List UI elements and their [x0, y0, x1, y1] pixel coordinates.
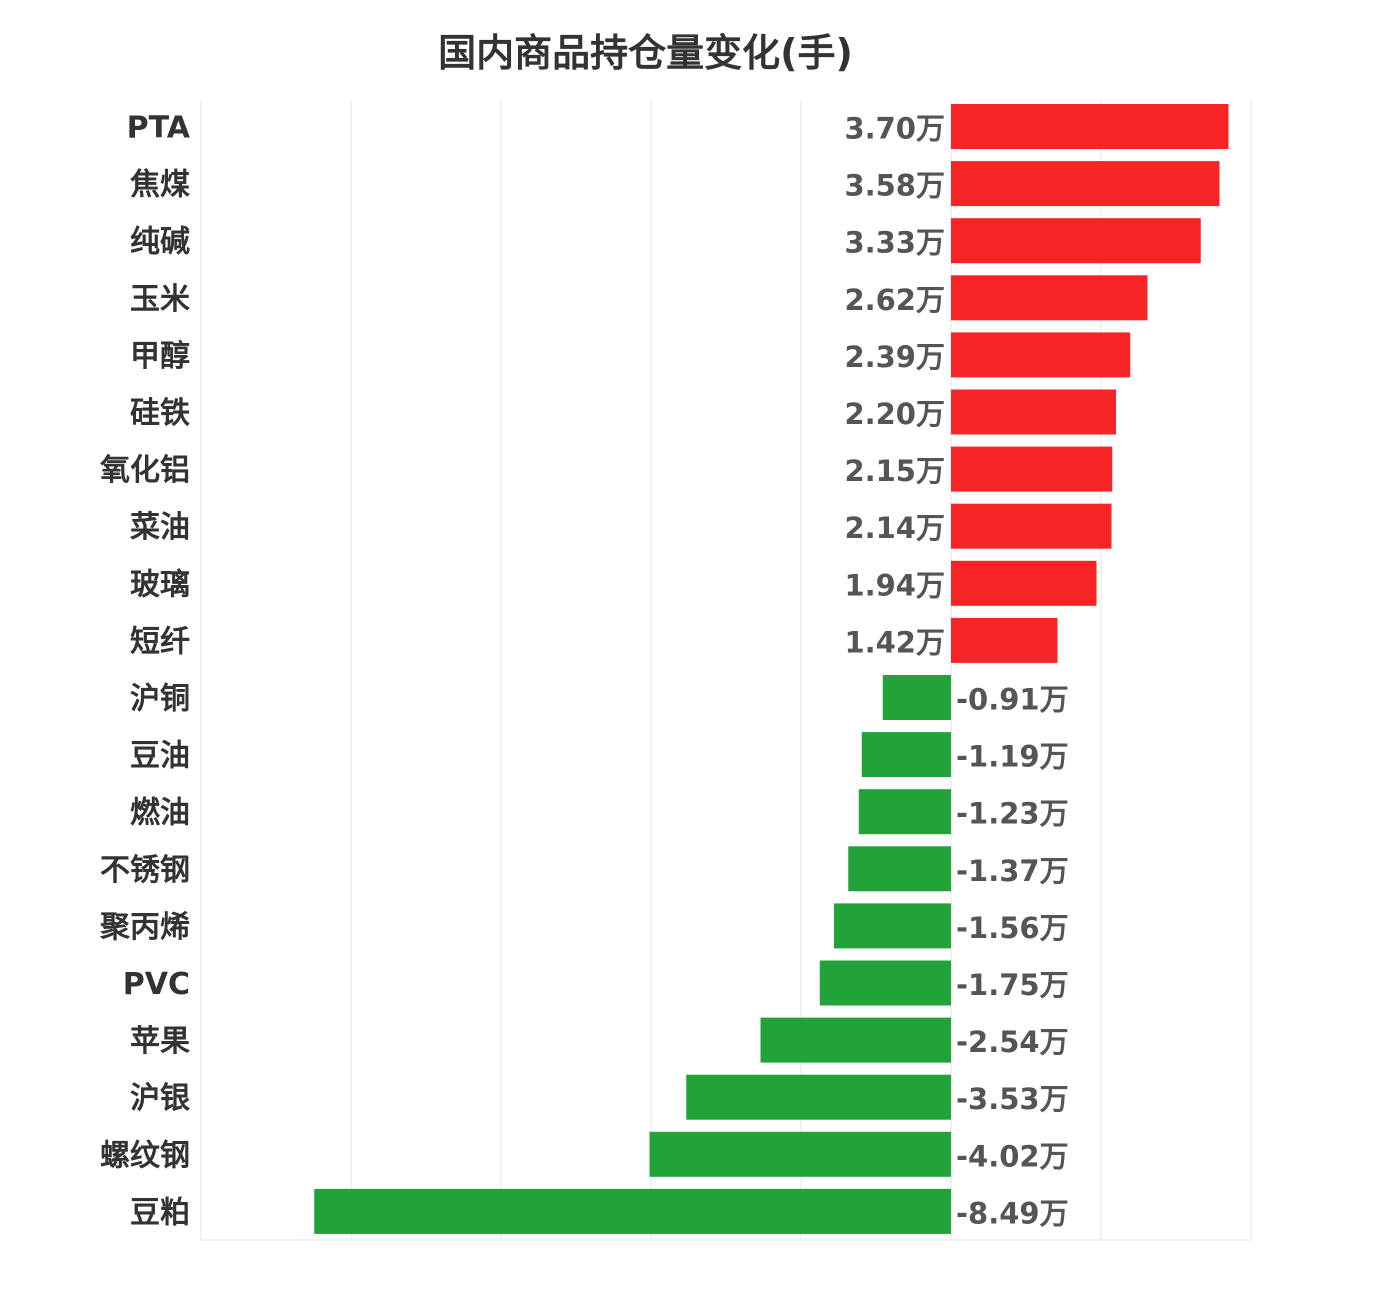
- value-label-19: -8.49万: [956, 1196, 1069, 1230]
- category-label-10: 沪铜: [130, 682, 190, 717]
- value-label-16: -2.54万: [956, 1025, 1069, 1059]
- category-label-13: 不锈钢: [100, 853, 190, 888]
- category-label-19: 豆粕: [130, 1195, 190, 1230]
- category-label-0: PTA: [127, 111, 191, 146]
- category-label-8: 玻璃: [130, 567, 190, 602]
- bar-16: [760, 1017, 951, 1063]
- bar-4: [951, 332, 1131, 378]
- value-label-1: 3.58万: [844, 169, 945, 203]
- category-label-5: 硅铁: [130, 396, 190, 431]
- value-label-10: -0.91万: [956, 683, 1069, 717]
- value-label-13: -1.37万: [956, 854, 1069, 888]
- category-label-7: 菜油: [130, 510, 190, 545]
- bar-11: [861, 732, 951, 778]
- category-label-4: 甲醇: [130, 339, 190, 374]
- value-label-5: 2.20万: [844, 397, 945, 431]
- category-label-15: PVC: [123, 967, 190, 1002]
- value-label-15: -1.75万: [956, 968, 1069, 1002]
- bars: [314, 104, 1229, 1234]
- category-label-12: 燃油: [130, 796, 190, 831]
- value-label-2: 3.33万: [844, 226, 945, 260]
- value-label-7: 2.14万: [844, 511, 945, 545]
- gridlines: [200, 100, 1252, 1241]
- value-label-6: 2.15万: [844, 454, 945, 488]
- value-label-3: 2.62万: [844, 283, 945, 317]
- bar-14: [834, 903, 951, 949]
- value-label-12: -1.23万: [956, 797, 1069, 831]
- bar-6: [951, 446, 1113, 492]
- value-label-0: 3.70万: [844, 112, 945, 146]
- value-label-14: -1.56万: [956, 911, 1069, 945]
- bar-12: [858, 789, 951, 835]
- chart-title: 国内商品持仓量变化(手): [438, 31, 853, 75]
- category-label-9: 短纤: [130, 624, 190, 659]
- bar-18: [649, 1131, 951, 1177]
- category-label-3: 玉米: [130, 282, 190, 317]
- category-label-6: 氧化铝: [100, 453, 190, 488]
- bar-13: [848, 846, 951, 892]
- bar-10: [882, 675, 951, 720]
- bar-17: [686, 1074, 951, 1120]
- category-label-2: 纯碱: [130, 225, 190, 260]
- category-label-11: 豆油: [130, 739, 190, 774]
- value-label-4: 2.39万: [844, 340, 945, 374]
- value-label-9: 1.42万: [844, 625, 945, 659]
- bar-19: [314, 1188, 951, 1234]
- bar-2: [951, 218, 1201, 264]
- value-label-17: -3.53万: [956, 1082, 1069, 1116]
- bar-9: [951, 617, 1058, 663]
- category-label-17: 沪银: [130, 1081, 190, 1116]
- bar-7: [951, 503, 1112, 549]
- category-label-18: 螺纹钢: [100, 1138, 190, 1173]
- bar-1: [951, 161, 1220, 207]
- bar-0: [951, 104, 1229, 149]
- bar-3: [951, 275, 1148, 321]
- bar-15: [819, 960, 951, 1006]
- category-label-16: 苹果: [130, 1024, 190, 1059]
- value-label-8: 1.94万: [844, 568, 945, 602]
- value-label-11: -1.19万: [956, 740, 1069, 774]
- bar-8: [951, 560, 1097, 606]
- category-label-14: 聚丙烯: [99, 910, 190, 945]
- category-label-1: 焦煤: [130, 168, 190, 203]
- value-label-18: -4.02万: [956, 1139, 1069, 1173]
- bar-5: [951, 389, 1116, 435]
